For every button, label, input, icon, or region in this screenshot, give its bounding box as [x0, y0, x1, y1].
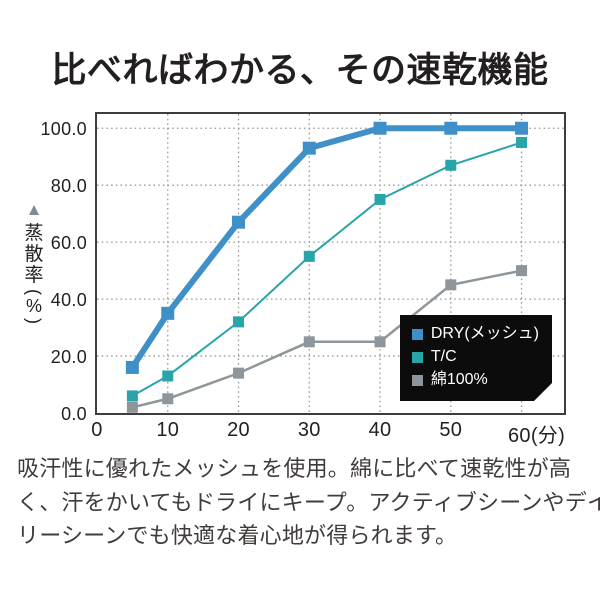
legend-label: 綿100% — [430, 371, 488, 388]
legend-swatch-icon — [412, 329, 423, 340]
x-tick-label: 30 — [297, 419, 321, 441]
y-tick-label: 100.0 — [40, 119, 87, 140]
y-axis-tick-labels: 0.0 20.0 40.0 60.0 80.0 100.0 — [0, 112, 87, 424]
tc-marker — [445, 159, 457, 171]
line-chart-plot-area: DRY(メッシュ) T/C 綿100% — [95, 112, 566, 415]
y-tick-label: 60.0 — [50, 233, 87, 254]
y-tick-label: 20.0 — [50, 347, 87, 368]
y-axis-title-char: 率 — [24, 265, 44, 286]
tc-marker — [233, 316, 245, 328]
legend-item-dry-mesh: DRY(メッシュ) — [412, 325, 539, 343]
legend-item-cotton-100: 綿100% — [412, 371, 539, 389]
dry-mesh-marker — [125, 360, 139, 374]
x-tick-label: 0 — [91, 419, 103, 441]
y-tick-label: 40.0 — [50, 290, 87, 311]
description-text: 吸汗性に優れたメッシュを使用。綿に比べて速乾性が高 く、汗をかいてもドライにキー… — [17, 452, 600, 553]
cotton-100-marker — [445, 279, 457, 291]
description-line: 吸汗性に優れたメッシュを使用。綿に比べて速乾性が高 — [17, 456, 572, 481]
legend-swatch-icon — [412, 352, 423, 363]
y-axis-title-char: 散 — [24, 244, 44, 265]
dry-mesh-marker — [373, 121, 387, 135]
cotton-100-marker — [126, 401, 138, 413]
y-axis-title: ▲ 蒸 散 率 ( % ) — [20, 201, 48, 327]
tc-marker — [516, 136, 528, 148]
y-tick-label: 0.0 — [61, 404, 87, 424]
cotton-100-marker — [516, 265, 528, 277]
cotton-100-marker — [303, 336, 315, 348]
x-tick-label: 40 — [368, 419, 392, 441]
x-tick-label: 50 — [439, 419, 463, 441]
cotton-100-marker — [233, 367, 245, 379]
y-tick-label: 80.0 — [50, 176, 87, 197]
description-line: リーシーンでも快適な着心地が得られます。 — [17, 523, 458, 548]
dry-mesh-marker — [444, 121, 458, 135]
legend-item-tc: T/C — [412, 348, 539, 366]
tc-marker — [303, 250, 315, 262]
tc-marker — [126, 390, 138, 402]
dry-mesh-marker — [232, 215, 246, 229]
description-line: く、汗をかいてもドライにキープ。アクティブシーンやデイ — [17, 489, 600, 515]
chart-legend: DRY(メッシュ) T/C 綿100% — [400, 315, 552, 401]
dry-mesh-marker — [515, 121, 529, 135]
x-axis-tick-labels: 0 10 20 30 40 50 60(分) — [91, 419, 575, 447]
cotton-100-marker — [374, 336, 386, 348]
cotton-100-marker — [162, 393, 174, 405]
triangle-up-icon: ▲ — [25, 200, 43, 219]
legend-swatch-icon — [412, 375, 423, 386]
y-axis-unit-percent: % — [25, 296, 42, 316]
dry-mesh-marker — [302, 141, 316, 155]
legend-label: T/C — [430, 348, 457, 365]
legend-label: DRY(メッシュ) — [430, 325, 539, 342]
tc-marker — [162, 370, 174, 382]
y-axis-title-char: 蒸 — [24, 223, 44, 244]
tc-marker — [374, 193, 386, 205]
x-tick-label: 10 — [156, 419, 180, 441]
x-tick-label: 60(分) — [507, 425, 566, 447]
x-tick-label: 20 — [227, 419, 250, 441]
page-title: 比べればわかる、その速乾機能 — [51, 51, 549, 90]
dry-mesh-marker — [161, 306, 175, 320]
